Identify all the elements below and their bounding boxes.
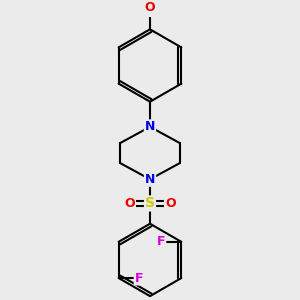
- Text: N: N: [145, 120, 155, 133]
- Text: O: O: [145, 1, 155, 14]
- Text: O: O: [124, 197, 135, 210]
- Text: F: F: [135, 272, 143, 284]
- Text: N: N: [145, 173, 155, 186]
- Text: F: F: [157, 235, 165, 248]
- Text: S: S: [145, 196, 155, 211]
- Text: O: O: [165, 197, 175, 210]
